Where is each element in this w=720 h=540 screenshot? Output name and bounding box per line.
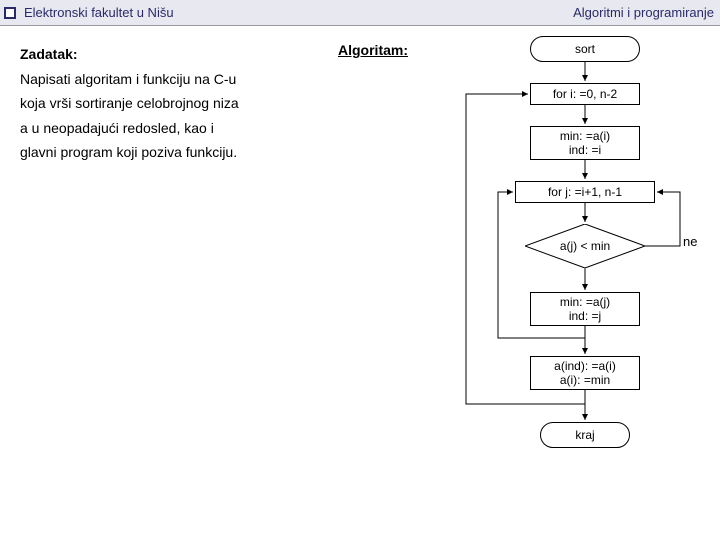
task-line: a u neopadajući redosled, kao i [20, 116, 320, 141]
task-line: Napisati algoritam i funkciju na C-u [20, 67, 320, 92]
node-assign: min: =a(j) ind: =j [530, 292, 640, 326]
algorithm-label: Algoritam: [338, 42, 408, 58]
task-label: Zadatak: [20, 42, 320, 67]
node-text: sort [575, 42, 595, 56]
logo-icon [4, 7, 16, 19]
flowchart-arrows [430, 36, 710, 536]
node-text: for j: =i+1, n-1 [548, 185, 622, 199]
node-for-j: for j: =i+1, n-1 [515, 181, 655, 203]
slide-header: Elektronski fakultet u Nišu Algoritmi i … [0, 0, 720, 26]
node-text: for i: =0, n-2 [553, 87, 617, 101]
node-swap: a(ind): =a(i) a(i): =min [530, 356, 640, 390]
node-text: a(ind): =a(i) a(i): =min [554, 359, 616, 388]
edge-label-ne: ne [683, 234, 697, 249]
header-left-title: Elektronski fakultet u Nišu [24, 5, 174, 20]
node-text: min: =a(i) ind: =i [560, 129, 610, 158]
header-left: Elektronski fakultet u Nišu [4, 5, 174, 20]
task-line: glavni program koji poziva funkciju. [20, 140, 320, 165]
node-text: min: =a(j) ind: =j [560, 295, 610, 324]
flowchart: sort for i: =0, n-2 min: =a(i) ind: =i f… [430, 36, 710, 536]
node-start: sort [530, 36, 640, 62]
task-block: Zadatak: Napisati algoritam i funkciju n… [20, 42, 320, 165]
node-text: a(j) < min [560, 239, 610, 253]
task-line: koja vrši sortiranje celobrojnog niza [20, 91, 320, 116]
node-text: kraj [575, 428, 594, 442]
node-end: kraj [540, 422, 630, 448]
node-init: min: =a(i) ind: =i [530, 126, 640, 160]
node-for-i: for i: =0, n-2 [530, 83, 640, 105]
header-right-title: Algoritmi i programiranje [573, 5, 714, 20]
label-text: ne [683, 234, 697, 249]
node-condition: a(j) < min [525, 224, 645, 268]
